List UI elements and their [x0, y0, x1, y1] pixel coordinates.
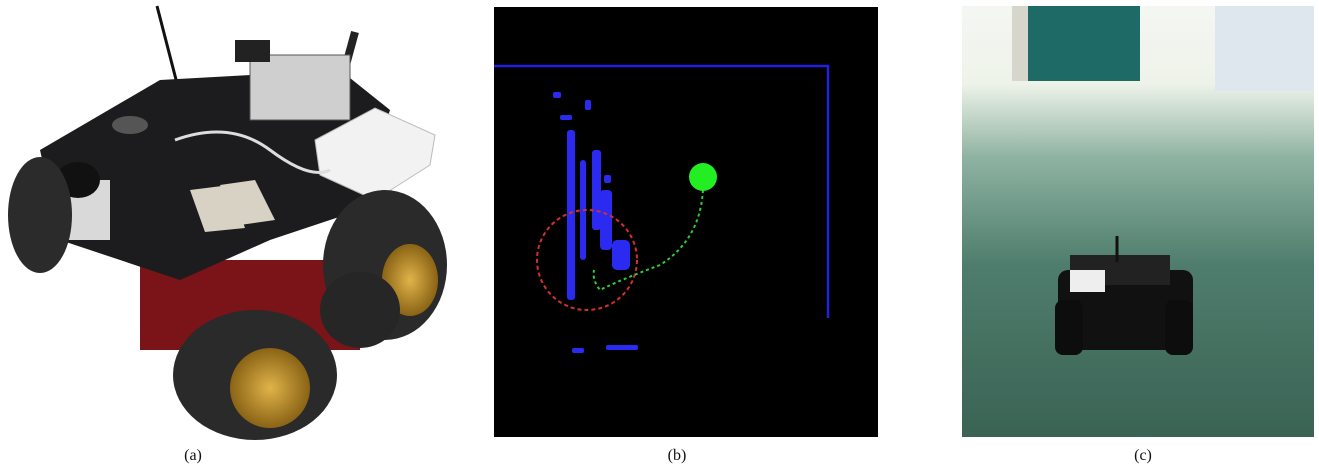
figure: (a) (b) (c) — [0, 0, 1319, 470]
caption: (b) — [668, 447, 687, 464]
caption: (c) — [1134, 447, 1152, 464]
page: (a) (b) (c) (() => { const data = JSON.p… — [0, 0, 1319, 470]
caption: (a) — [184, 447, 202, 464]
robot-photo — [8, 6, 447, 440]
corridor-photo — [962, 6, 1314, 437]
map-view — [494, 7, 878, 437]
